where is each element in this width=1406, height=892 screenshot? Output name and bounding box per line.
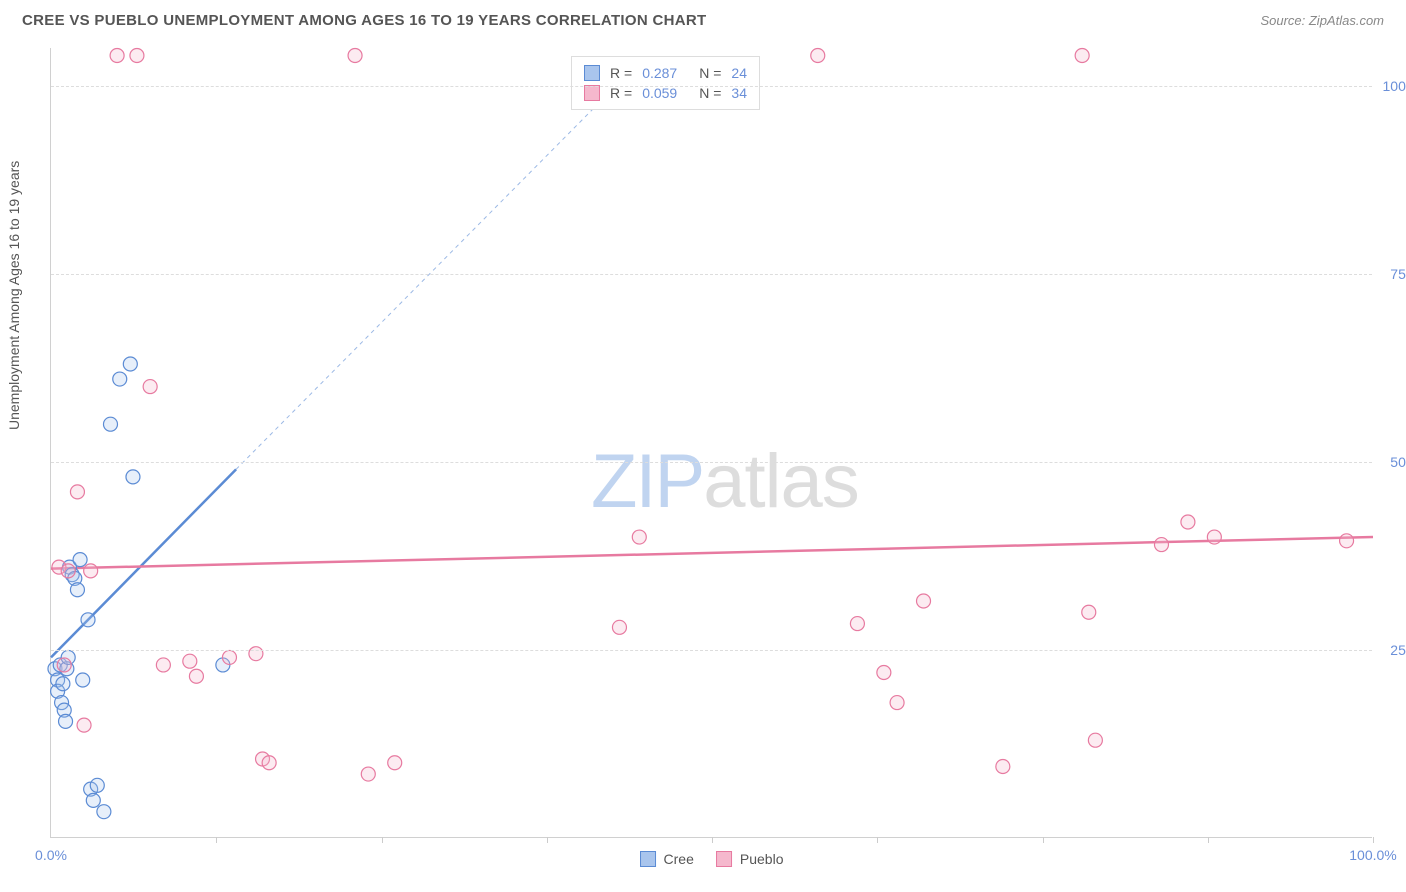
ytick-label: 50.0% bbox=[1390, 454, 1406, 470]
xtick bbox=[712, 837, 713, 843]
legend-swatch-pueblo bbox=[716, 851, 732, 867]
gridline bbox=[51, 86, 1372, 87]
xtick bbox=[547, 837, 548, 843]
gridline bbox=[51, 462, 1372, 463]
gridline bbox=[51, 650, 1372, 651]
series-legend: Cree Pueblo bbox=[640, 851, 784, 867]
scatter-svg bbox=[51, 48, 1372, 837]
ytick-label: 25.0% bbox=[1390, 642, 1406, 658]
chart-source: Source: ZipAtlas.com bbox=[1260, 13, 1384, 28]
xtick bbox=[877, 837, 878, 843]
swatch-cree bbox=[584, 65, 600, 81]
xtick bbox=[382, 837, 383, 843]
xtick bbox=[216, 837, 217, 843]
legend-label-cree: Cree bbox=[664, 851, 694, 867]
chart-title: CREE VS PUEBLO UNEMPLOYMENT AMONG AGES 1… bbox=[22, 12, 706, 29]
swatch-pueblo bbox=[584, 85, 600, 101]
xtick bbox=[1208, 837, 1209, 843]
xtick bbox=[1043, 837, 1044, 843]
cree-r-value: 0.287 bbox=[642, 65, 677, 81]
pueblo-n-value: 34 bbox=[731, 85, 747, 101]
ytick-label: 75.0% bbox=[1390, 266, 1406, 282]
legend-label-pueblo: Pueblo bbox=[740, 851, 784, 867]
cree-n-value: 24 bbox=[731, 65, 747, 81]
y-axis-label: Unemployment Among Ages 16 to 19 years bbox=[6, 161, 22, 430]
legend-item-pueblo: Pueblo bbox=[716, 851, 784, 867]
gridline bbox=[51, 274, 1372, 275]
pueblo-r-value: 0.059 bbox=[642, 85, 677, 101]
correlation-legend: R = 0.287 N = 24 R = 0.059 N = 34 bbox=[571, 56, 760, 110]
ytick-label: 100.0% bbox=[1383, 78, 1406, 94]
legend-row-cree: R = 0.287 N = 24 bbox=[584, 63, 747, 83]
chart-plot-area: ZIPatlas R = 0.287 N = 24 R = 0.059 N = … bbox=[50, 48, 1372, 838]
xtick bbox=[1373, 837, 1374, 843]
chart-header: CREE VS PUEBLO UNEMPLOYMENT AMONG AGES 1… bbox=[0, 0, 1406, 37]
xtick-label: 100.0% bbox=[1349, 847, 1396, 863]
legend-swatch-cree bbox=[640, 851, 656, 867]
xtick-label: 0.0% bbox=[35, 847, 67, 863]
legend-item-cree: Cree bbox=[640, 851, 694, 867]
